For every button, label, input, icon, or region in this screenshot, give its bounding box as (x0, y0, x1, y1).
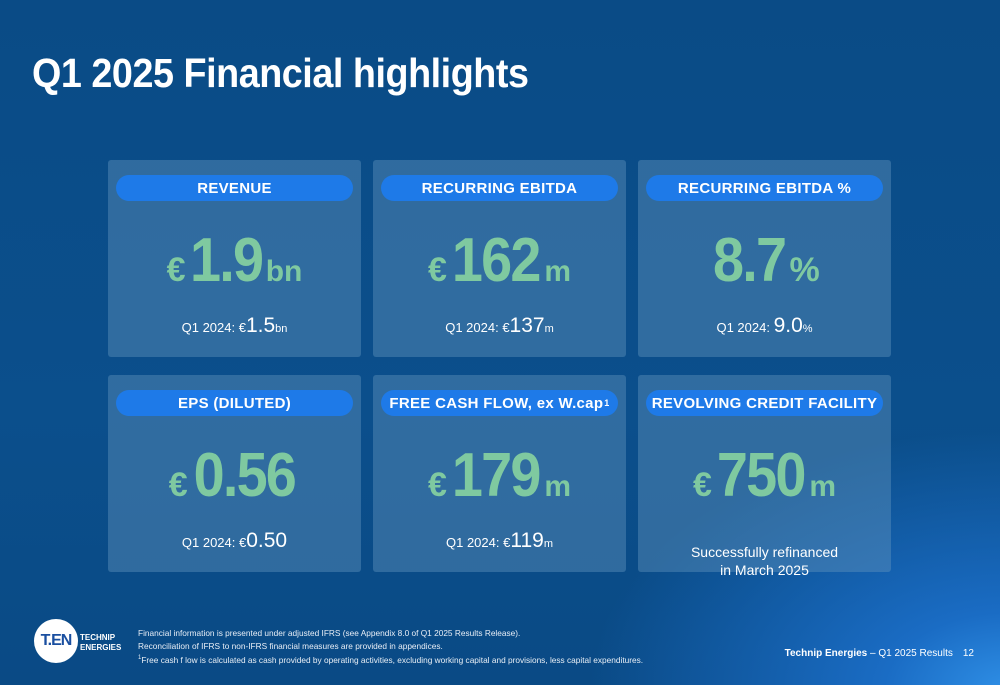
kpi-unit: m (809, 470, 837, 503)
card-header-label: FREE CASH FLOW, ex W.cap (389, 394, 604, 412)
comparison-value: 9.0 (773, 314, 803, 337)
kpi-number: 0.56 (193, 441, 296, 510)
card-header-label: RECURRING EBITDA (421, 179, 578, 197)
note-line: Successfully refinanced (690, 544, 839, 560)
note-line: in March 2025 (720, 562, 809, 578)
kpi-unit: m (544, 470, 572, 503)
kpi-unit: % (789, 251, 820, 289)
kpi-number: 8.7 (713, 226, 787, 295)
kpi-value: € 0.56 (108, 440, 361, 510)
page-title: Q1 2025 Financial highlights (32, 50, 529, 96)
card-header: RECURRING EBITDA (381, 175, 618, 201)
comparison-unit: m (543, 538, 553, 550)
kpi-comparison: Q1 2024: €1.5bn (108, 314, 361, 338)
kpi-card-recurring-ebitda-percent: RECURRING EBITDA % 8.7 % Q1 2024: 9.0% (638, 160, 891, 357)
comparison-prefix: Q1 2024: € (181, 320, 246, 335)
kpi-comparison: Q1 2024: €0.50 (108, 529, 361, 553)
currency-symbol: € (427, 466, 447, 504)
card-header-label: REVOLVING CREDIT FACILITY (651, 394, 878, 412)
company-name-line: ENERGIES (80, 643, 122, 652)
card-header: RECURRING EBITDA % (646, 175, 883, 201)
footer: Technip Energies – Q1 2025 Results 12 (785, 648, 974, 659)
kpi-unit: bn (265, 255, 303, 288)
company-name-line: TECHNIP (80, 633, 116, 642)
currency-symbol: € (166, 251, 186, 289)
comparison-prefix: Q1 2024: € (181, 535, 247, 550)
kpi-number: 750 (716, 441, 807, 510)
footnotes: Financial information is presented under… (138, 627, 643, 666)
kpi-value: € 750 m (638, 440, 891, 510)
kpi-number: 162 (451, 226, 542, 295)
comparison-unit: m (544, 323, 554, 335)
card-header-label: EPS (DILUTED) (177, 394, 292, 412)
footnote-text: Free cash f low is calculated as cash pr… (141, 654, 644, 665)
kpi-number: 1.9 (189, 226, 264, 295)
footer-brand: Technip Energies (784, 648, 868, 659)
page-number: 12 (962, 648, 974, 659)
kpi-card-revolving-credit-facility: REVOLVING CREDIT FACILITY € 750 m Succes… (638, 375, 891, 578)
card-header: EPS (DILUTED) (116, 390, 353, 416)
comparison-value: 1.5 (245, 314, 276, 337)
company-logo: T.EN (34, 619, 78, 663)
comparison-prefix: Q1 2024: (716, 320, 774, 335)
kpi-comparison: Q1 2024: €137m (373, 314, 626, 338)
kpi-value: 8.7 % (638, 225, 891, 295)
card-header: REVENUE (116, 175, 353, 201)
card-header: REVOLVING CREDIT FACILITY (646, 390, 883, 416)
company-name: TECHNIP ENERGIES (80, 633, 121, 653)
currency-symbol: € (427, 251, 447, 289)
footnote-line: 1Free cash f low is calculated as cash p… (138, 652, 643, 666)
comparison-prefix: Q1 2024: € (445, 320, 510, 335)
kpi-comparison: Q1 2024: €119m (373, 529, 626, 553)
comparison-unit: bn (275, 323, 288, 335)
logo-mark: T.EN (40, 632, 73, 649)
comparison-value: 119 (510, 529, 544, 552)
comparison-value: 137 (509, 314, 545, 337)
footnote-marker: 1 (604, 398, 610, 408)
kpi-value: € 1.9 bn (108, 225, 361, 295)
comparison-value: 0.50 (246, 529, 288, 552)
kpi-unit: m (544, 255, 572, 288)
footer-document: Q1 2025 Results (878, 648, 953, 659)
kpi-note: Successfully refinanced in March 2025 (638, 543, 891, 579)
kpi-value: € 179 m (373, 440, 626, 510)
kpi-value: € 162 m (373, 225, 626, 295)
kpi-card-eps-diluted: EPS (DILUTED) € 0.56 Q1 2024: €0.50 (108, 375, 361, 572)
footnote-marker: 1 (138, 655, 142, 661)
currency-symbol: € (692, 466, 712, 504)
kpi-grid: REVENUE € 1.9 bn Q1 2024: €1.5bn RECURRI… (108, 160, 892, 578)
card-header-label: RECURRING EBITDA % (677, 179, 852, 197)
kpi-card-recurring-ebitda: RECURRING EBITDA € 162 m Q1 2024: €137m (373, 160, 626, 357)
footnote-line: Financial information is presented under… (138, 628, 521, 638)
comparison-unit: % (802, 323, 813, 335)
footer-separator: – (867, 648, 879, 659)
kpi-comparison: Q1 2024: 9.0% (638, 314, 891, 338)
card-header-label: REVENUE (197, 179, 272, 197)
comparison-prefix: Q1 2024: € (446, 535, 511, 550)
kpi-card-free-cash-flow: FREE CASH FLOW, ex W.cap 1 € 179 m Q1 202… (373, 375, 626, 572)
kpi-card-revenue: REVENUE € 1.9 bn Q1 2024: €1.5bn (108, 160, 361, 357)
kpi-number: 179 (451, 441, 542, 510)
currency-symbol: € (168, 466, 188, 504)
card-header: FREE CASH FLOW, ex W.cap 1 (381, 390, 618, 416)
footnote-line: Reconciliation of IFRS to non-IFRS finan… (138, 640, 443, 651)
